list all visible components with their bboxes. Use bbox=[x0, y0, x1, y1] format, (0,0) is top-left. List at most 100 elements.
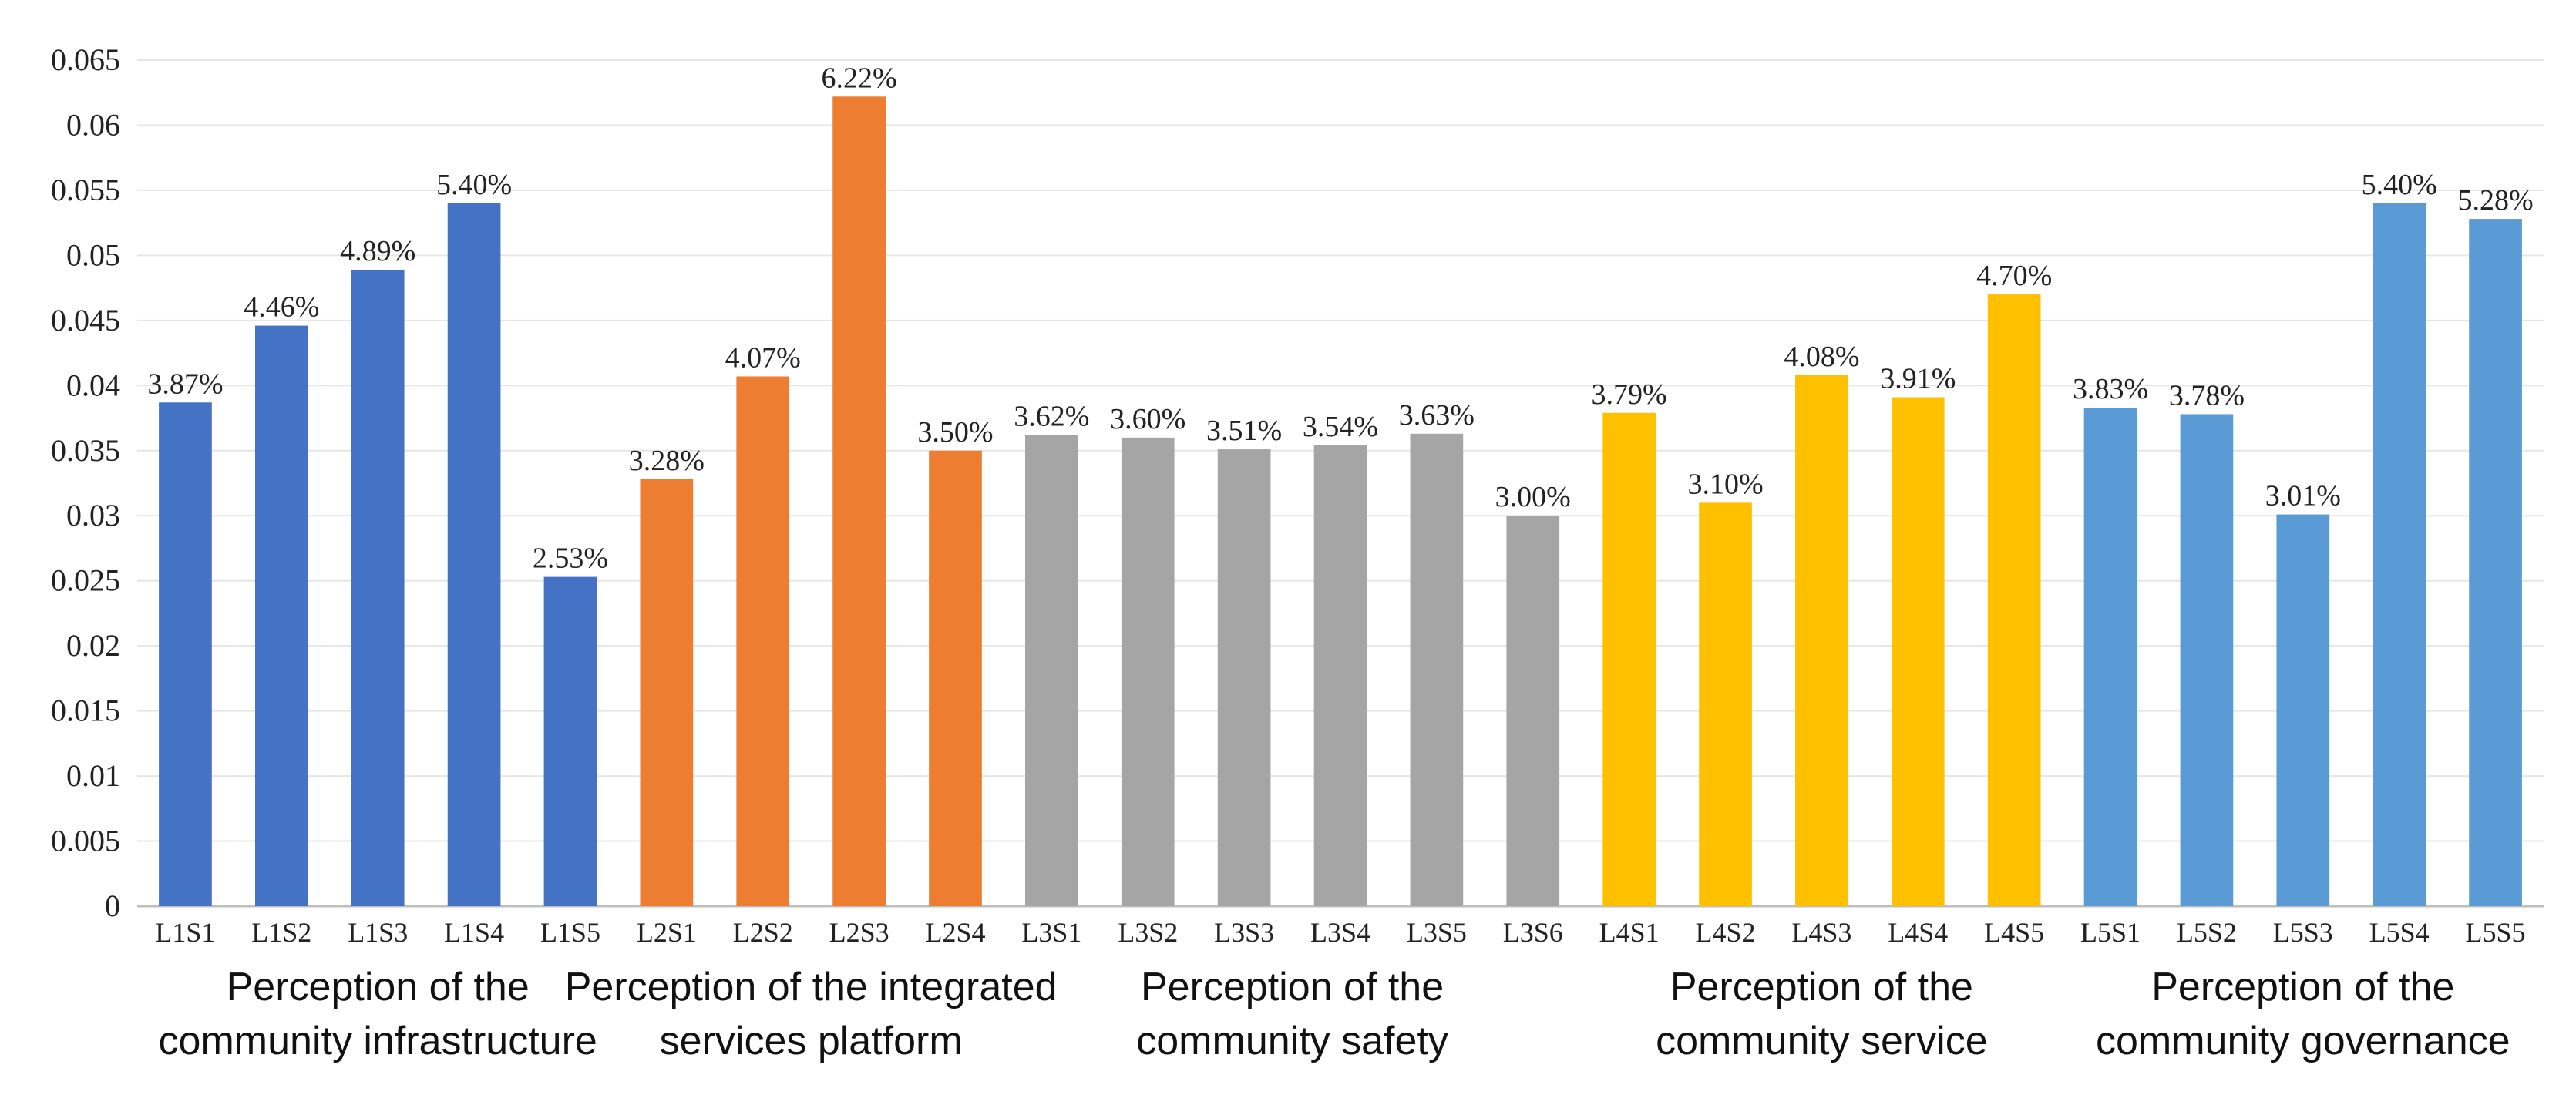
data-label: 5.40% bbox=[2362, 169, 2437, 201]
data-label: 4.08% bbox=[1784, 341, 1859, 373]
data-label: 3.87% bbox=[147, 368, 223, 400]
data-label: 3.50% bbox=[917, 416, 993, 448]
x-tick-label: L4S2 bbox=[1696, 917, 1756, 948]
bar bbox=[2180, 414, 2234, 906]
data-label: 4.07% bbox=[725, 341, 801, 374]
bar bbox=[159, 402, 212, 906]
x-tick-label: L1S4 bbox=[444, 917, 504, 948]
data-label: 3.91% bbox=[1880, 363, 1956, 395]
bar bbox=[1025, 435, 1078, 906]
x-tick-label: L4S4 bbox=[1888, 917, 1948, 948]
y-tick-label: 0.045 bbox=[51, 303, 120, 338]
group-label-line1: Perception of the integrated bbox=[565, 965, 1058, 1009]
x-tick-label: L1S1 bbox=[155, 917, 215, 948]
data-label: 3.78% bbox=[2169, 379, 2245, 411]
y-tick-label: 0.02 bbox=[66, 628, 120, 663]
y-tick-label: 0.03 bbox=[66, 498, 120, 532]
y-tick-label: 0.005 bbox=[51, 824, 120, 858]
bar bbox=[1987, 294, 2041, 906]
x-tick-label: L5S1 bbox=[2080, 917, 2141, 948]
y-tick-label: 0.025 bbox=[51, 563, 120, 598]
x-axis: L1S1 L1S2 L1S3 L1S4 L1S5 L2S1 L2S2 L2S3 L2S4 L3S1… bbox=[155, 917, 2525, 948]
x-tick-label: L5S4 bbox=[2369, 917, 2430, 948]
bar bbox=[1891, 397, 1945, 906]
x-tick-label: L5S5 bbox=[2466, 917, 2526, 948]
x-tick-label: L4S1 bbox=[1599, 917, 1660, 948]
bar bbox=[832, 96, 886, 906]
bar bbox=[2083, 408, 2137, 906]
group-label-line1: Perception of the bbox=[1670, 965, 1973, 1009]
x-tick-label: L1S2 bbox=[251, 917, 311, 948]
x-tick-label: L2S1 bbox=[637, 917, 697, 948]
data-label: 3.51% bbox=[1206, 415, 1282, 447]
y-tick-label: 0.05 bbox=[66, 237, 120, 272]
data-label: 3.83% bbox=[2073, 373, 2148, 405]
y-tick-label: 0.065 bbox=[51, 42, 120, 77]
data-label: 3.10% bbox=[1687, 468, 1763, 500]
data-label: 2.53% bbox=[533, 542, 608, 575]
x-tick-label: L3S1 bbox=[1021, 917, 1081, 948]
bar bbox=[351, 269, 405, 906]
x-tick-label: L3S3 bbox=[1214, 917, 1274, 948]
x-tick-label: L3S4 bbox=[1310, 917, 1370, 948]
data-label: 3.00% bbox=[1495, 481, 1571, 513]
y-axis: 0 0.005 0.01 0.015 0.02 0.025 0.03 0.035 0.04 0.0… bbox=[51, 42, 120, 923]
x-tick-label: L5S2 bbox=[2177, 917, 2237, 948]
group-label-line2: community infrastructure bbox=[159, 1019, 597, 1063]
data-label: 6.22% bbox=[822, 62, 897, 94]
data-label: 4.89% bbox=[340, 235, 415, 267]
bar bbox=[543, 576, 597, 906]
group-label-line2: community governance bbox=[2096, 1019, 2510, 1063]
group-label-line1: Perception of the bbox=[227, 965, 530, 1009]
data-label: 3.54% bbox=[1303, 411, 1378, 443]
bar bbox=[1410, 433, 1464, 906]
data-label: 4.70% bbox=[1976, 260, 2052, 292]
bar bbox=[2276, 514, 2330, 906]
y-tick-label: 0.01 bbox=[66, 758, 120, 793]
bar bbox=[640, 479, 694, 906]
x-tick-label: L3S5 bbox=[1407, 917, 1467, 948]
x-tick-label: L4S3 bbox=[1791, 917, 1851, 948]
group-label-line1: Perception of the bbox=[2151, 965, 2454, 1009]
bar bbox=[1313, 445, 1367, 906]
y-tick-label: 0.035 bbox=[51, 433, 120, 468]
bar bbox=[1506, 516, 1560, 906]
data-label: 3.79% bbox=[1592, 378, 1667, 411]
y-tick-label: 0.015 bbox=[51, 694, 120, 728]
data-label: 3.63% bbox=[1399, 399, 1475, 432]
group-label-line2: community service bbox=[1656, 1019, 1988, 1063]
x-tick-label: L2S3 bbox=[829, 917, 889, 948]
data-label: 3.62% bbox=[1014, 400, 1089, 432]
y-tick-label: 0.06 bbox=[66, 107, 120, 142]
bar bbox=[929, 450, 982, 906]
x-tick-label: L1S3 bbox=[348, 917, 408, 948]
x-tick-label: L3S2 bbox=[1118, 917, 1178, 948]
group-label-line2: community safety bbox=[1136, 1019, 1448, 1063]
x-tick-label: L3S6 bbox=[1503, 917, 1563, 948]
group-labels: Perception of the community infrastructur… bbox=[159, 965, 2510, 1063]
data-label: 5.40% bbox=[436, 169, 512, 201]
group-label-line1: Perception of the bbox=[1141, 965, 1444, 1009]
bar bbox=[2373, 203, 2426, 906]
bar bbox=[736, 376, 790, 907]
bar bbox=[1121, 437, 1175, 906]
x-tick-label: L2S4 bbox=[925, 917, 985, 948]
bar bbox=[1217, 449, 1271, 906]
data-label: 5.28% bbox=[2457, 184, 2533, 217]
y-tick-label: 0.04 bbox=[66, 368, 120, 402]
bar bbox=[447, 203, 501, 906]
data-label: 3.01% bbox=[2265, 480, 2341, 512]
data-label: 3.28% bbox=[629, 445, 705, 477]
x-tick-label: L4S5 bbox=[1984, 917, 2044, 948]
bar bbox=[1795, 375, 1848, 907]
x-tick-label: L2S2 bbox=[733, 917, 793, 948]
bars bbox=[159, 96, 2522, 907]
bar bbox=[2469, 219, 2522, 906]
bar bbox=[254, 325, 308, 906]
y-tick-label: 0.055 bbox=[51, 173, 120, 207]
x-tick-label: L5S3 bbox=[2273, 917, 2333, 948]
y-tick-label: 0 bbox=[105, 888, 120, 923]
data-label: 4.46% bbox=[244, 291, 319, 324]
bar bbox=[1602, 412, 1656, 906]
